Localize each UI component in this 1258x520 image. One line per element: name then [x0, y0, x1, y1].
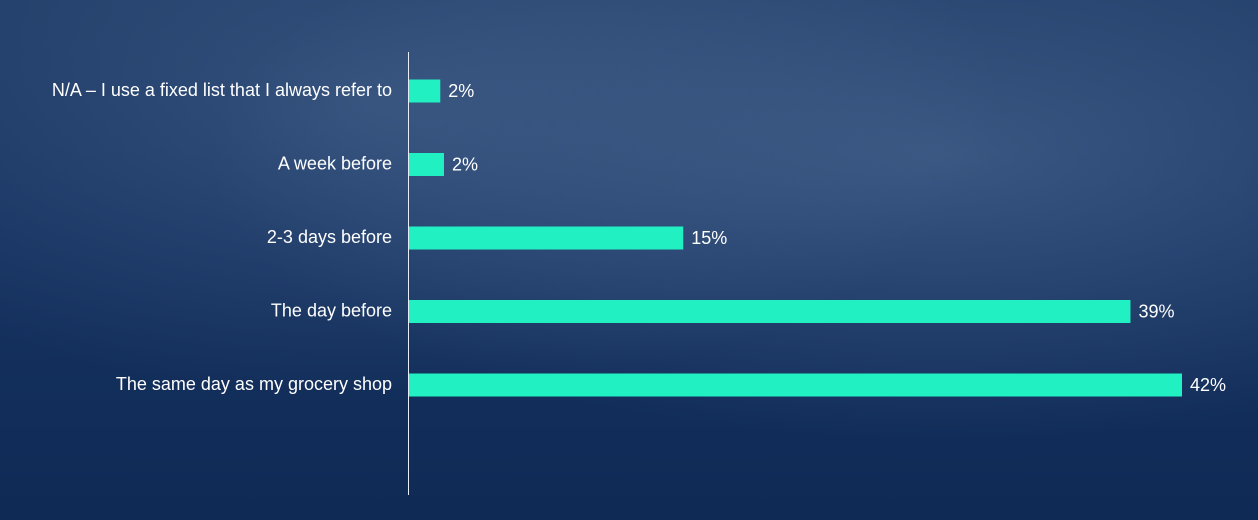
value-label: 39%	[1138, 301, 1174, 321]
category-label: A week before	[278, 153, 392, 173]
value-label: 2%	[448, 81, 474, 101]
category-label: The day before	[271, 300, 392, 320]
bar	[409, 373, 1182, 397]
bar	[409, 153, 444, 176]
bar	[409, 79, 441, 103]
category-label: 2-3 days before	[267, 227, 392, 247]
category-label: The same day as my grocery shop	[116, 374, 392, 394]
value-label: 42%	[1190, 375, 1226, 395]
bar	[409, 226, 684, 250]
category-label: N/A – I use a fixed list that I always r…	[52, 80, 392, 100]
value-label: 2%	[452, 154, 478, 174]
bar	[409, 300, 1131, 323]
value-label: 15%	[691, 228, 727, 248]
